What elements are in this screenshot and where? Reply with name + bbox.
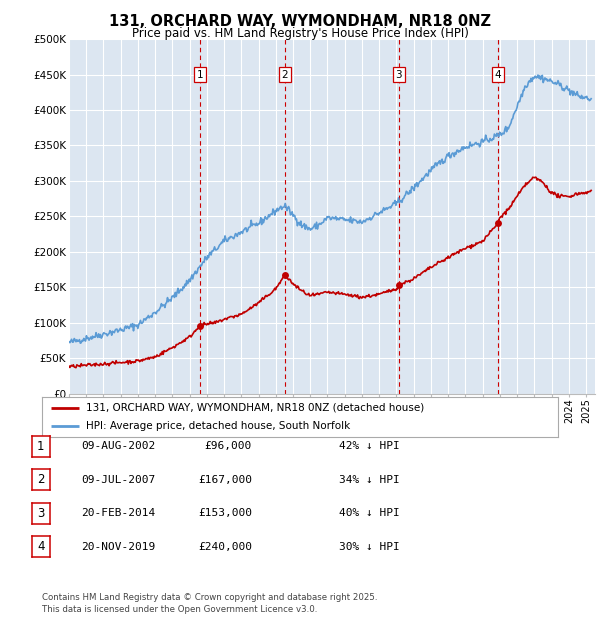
Text: £240,000: £240,000 <box>198 542 252 552</box>
Text: 131, ORCHARD WAY, WYMONDHAM, NR18 0NZ: 131, ORCHARD WAY, WYMONDHAM, NR18 0NZ <box>109 14 491 29</box>
Text: 20-NOV-2019: 20-NOV-2019 <box>81 542 155 552</box>
Text: Price paid vs. HM Land Registry's House Price Index (HPI): Price paid vs. HM Land Registry's House … <box>131 27 469 40</box>
Text: 34% ↓ HPI: 34% ↓ HPI <box>339 475 400 485</box>
Text: 2: 2 <box>281 69 288 79</box>
Text: £153,000: £153,000 <box>198 508 252 518</box>
Text: £96,000: £96,000 <box>205 441 252 451</box>
Text: 40% ↓ HPI: 40% ↓ HPI <box>339 508 400 518</box>
Text: 30% ↓ HPI: 30% ↓ HPI <box>339 542 400 552</box>
Text: Contains HM Land Registry data © Crown copyright and database right 2025.
This d: Contains HM Land Registry data © Crown c… <box>42 593 377 614</box>
Text: 1: 1 <box>37 440 44 453</box>
Text: 20-FEB-2014: 20-FEB-2014 <box>81 508 155 518</box>
Text: 4: 4 <box>37 541 44 553</box>
Text: 3: 3 <box>395 69 402 79</box>
Text: £167,000: £167,000 <box>198 475 252 485</box>
Text: 09-AUG-2002: 09-AUG-2002 <box>81 441 155 451</box>
Text: HPI: Average price, detached house, South Norfolk: HPI: Average price, detached house, Sout… <box>86 421 350 432</box>
Text: 131, ORCHARD WAY, WYMONDHAM, NR18 0NZ (detached house): 131, ORCHARD WAY, WYMONDHAM, NR18 0NZ (d… <box>86 402 424 413</box>
Text: 2: 2 <box>37 474 44 486</box>
Text: 1: 1 <box>197 69 203 79</box>
Text: 09-JUL-2007: 09-JUL-2007 <box>81 475 155 485</box>
Text: 3: 3 <box>37 507 44 520</box>
Text: 4: 4 <box>494 69 501 79</box>
Text: 42% ↓ HPI: 42% ↓ HPI <box>339 441 400 451</box>
